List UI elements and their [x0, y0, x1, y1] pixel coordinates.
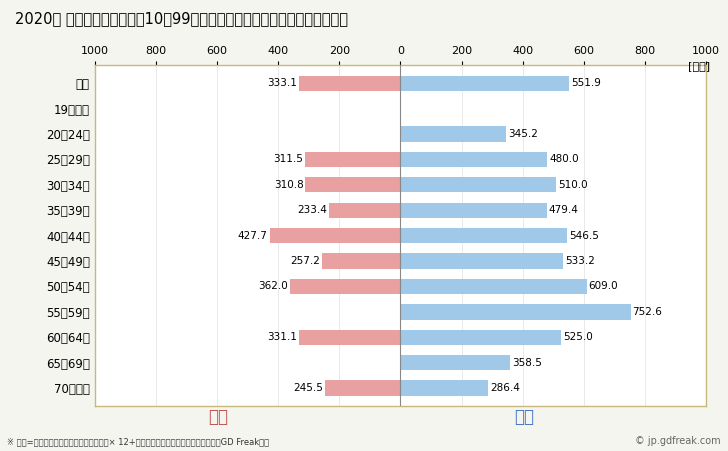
Text: 2020年 民間企業（従業者数10～99人）フルタイム労働者の男女別平均年収: 2020年 民間企業（従業者数10～99人）フルタイム労働者の男女別平均年収: [15, 11, 347, 26]
Bar: [322, 253, 400, 269]
Text: 551.9: 551.9: [571, 78, 601, 88]
Bar: [400, 126, 506, 142]
Bar: [400, 355, 510, 370]
Text: 245.5: 245.5: [293, 383, 323, 393]
Text: 310.8: 310.8: [274, 180, 304, 190]
Text: 311.5: 311.5: [274, 154, 304, 165]
Bar: [400, 381, 488, 396]
Text: 358.5: 358.5: [512, 358, 542, 368]
Bar: [400, 177, 556, 193]
Bar: [305, 152, 400, 167]
Bar: [325, 381, 400, 396]
Text: 286.4: 286.4: [490, 383, 520, 393]
Text: © jp.gdfreak.com: © jp.gdfreak.com: [635, 437, 721, 446]
Text: 533.2: 533.2: [565, 256, 596, 266]
Text: [万円]: [万円]: [688, 61, 710, 71]
Text: 257.2: 257.2: [290, 256, 320, 266]
Text: 男性: 男性: [514, 408, 534, 426]
Text: 609.0: 609.0: [588, 281, 618, 291]
Bar: [269, 228, 400, 243]
Bar: [298, 76, 400, 91]
Text: 752.6: 752.6: [633, 307, 662, 317]
Bar: [400, 279, 587, 294]
Text: 510.0: 510.0: [558, 180, 587, 190]
Text: 480.0: 480.0: [549, 154, 579, 165]
Bar: [400, 228, 568, 243]
Bar: [305, 177, 400, 193]
Text: 525.0: 525.0: [563, 332, 593, 342]
Text: 546.5: 546.5: [569, 230, 599, 241]
Bar: [329, 202, 400, 218]
Bar: [400, 304, 630, 319]
Bar: [299, 330, 400, 345]
Bar: [400, 76, 569, 91]
Text: 362.0: 362.0: [258, 281, 288, 291]
Text: 345.2: 345.2: [508, 129, 538, 139]
Text: 233.4: 233.4: [297, 205, 327, 215]
Bar: [400, 152, 547, 167]
Text: 479.4: 479.4: [549, 205, 579, 215]
Text: 427.7: 427.7: [238, 230, 268, 241]
Bar: [290, 279, 400, 294]
Bar: [400, 330, 561, 345]
Text: 女性: 女性: [208, 408, 229, 426]
Bar: [400, 253, 563, 269]
Text: ※ 年収=「きまって支給する現金給与額」× 12+「年間賞与その他特別給与額」としてGD Freak推計: ※ 年収=「きまって支給する現金給与額」× 12+「年間賞与その他特別給与額」と…: [7, 437, 269, 446]
Bar: [400, 202, 547, 218]
Text: 333.1: 333.1: [267, 78, 297, 88]
Text: 331.1: 331.1: [267, 332, 297, 342]
